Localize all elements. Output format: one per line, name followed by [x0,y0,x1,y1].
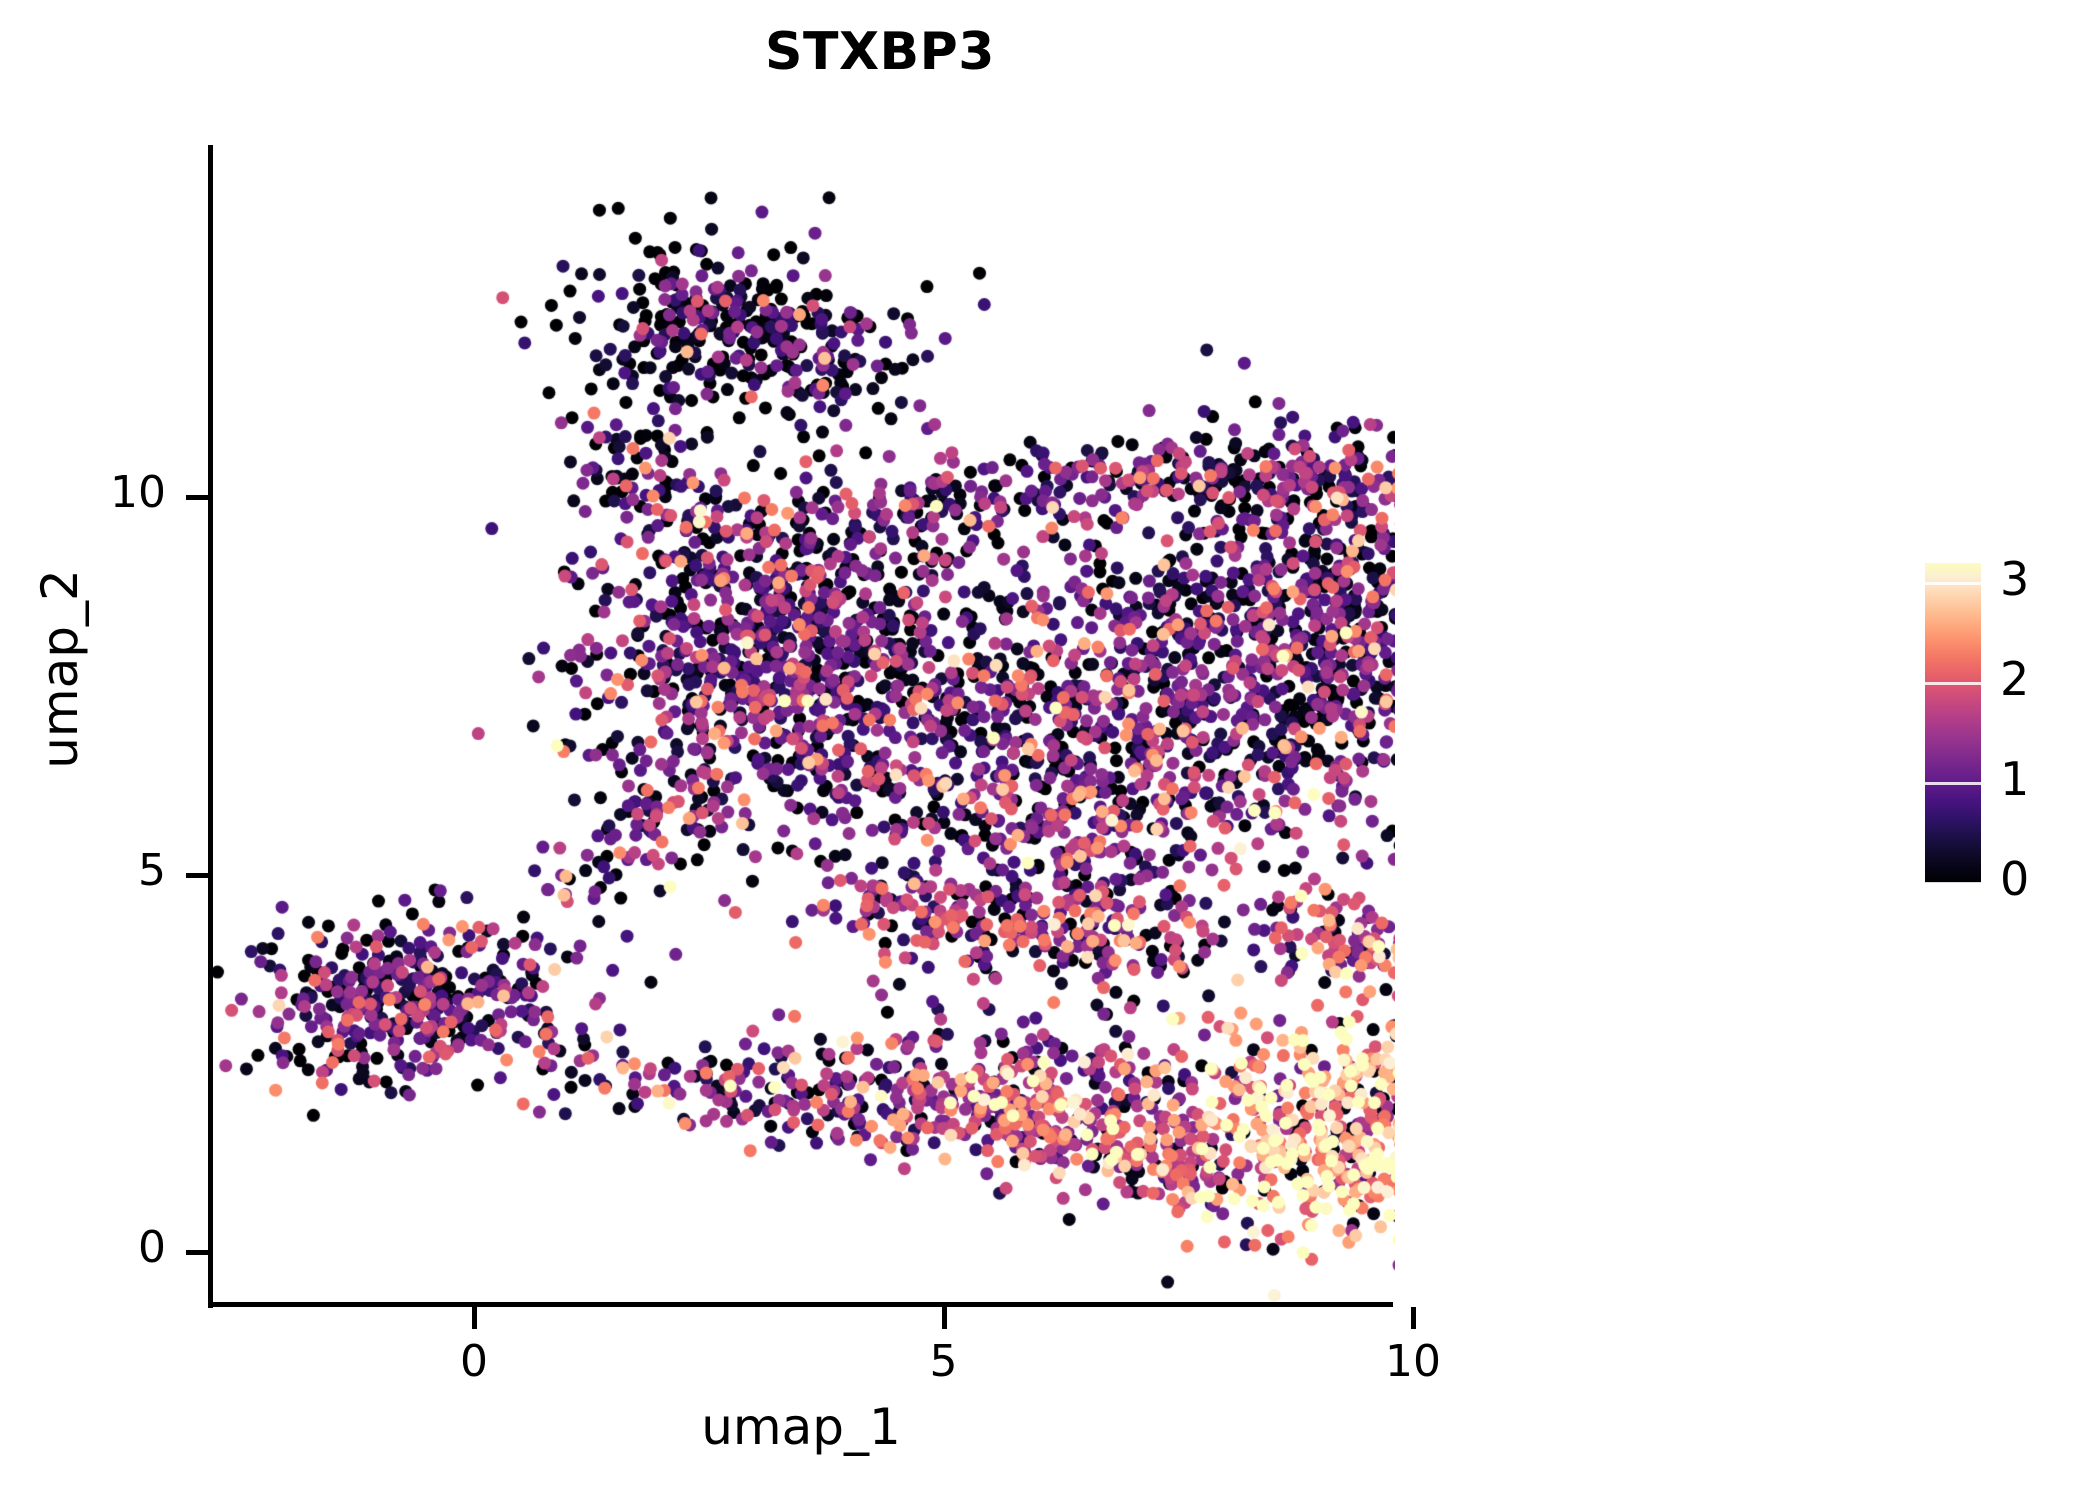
colorbar-tick-mark [1925,882,1981,885]
colorbar-tick-mark [1925,782,1981,785]
scatter-points-layer [210,145,1395,1305]
colorbar-tick-mark [1925,582,1981,585]
x-axis-label: umap_1 [701,1398,901,1456]
scatter-plot-area [210,145,1395,1305]
y-tick-mark [186,1250,208,1255]
y-tick-mark [186,872,208,878]
y-tick-mark [186,495,208,500]
y-axis-spine [208,145,213,1308]
x-tick-mark [472,1307,477,1329]
y-axis-label: umap_2 [31,569,89,769]
x-tick-mark [941,1307,947,1329]
x-tick-mark [1411,1307,1416,1329]
chart-title: STXBP3 [765,22,995,82]
colorbar-tick-label: 2 [2000,652,2030,706]
colorbar-tick-label: 0 [2000,852,2030,906]
colorbar [1925,563,1981,883]
x-axis-spine [208,1302,1393,1307]
colorbar-tick-mark [1925,682,1981,685]
y-tick-label: 5 [138,844,166,896]
colorbar-tick-label: 1 [2000,752,2030,806]
x-tick-label: 10 [1385,1336,1441,1387]
colorbar-gradient [1925,563,1981,883]
colorbar-tick-label: 3 [2000,552,2030,606]
y-tick-label: 0 [138,1222,166,1273]
x-tick-label: 5 [929,1336,958,1387]
y-tick-label: 10 [110,467,166,518]
x-tick-label: 0 [460,1336,488,1387]
